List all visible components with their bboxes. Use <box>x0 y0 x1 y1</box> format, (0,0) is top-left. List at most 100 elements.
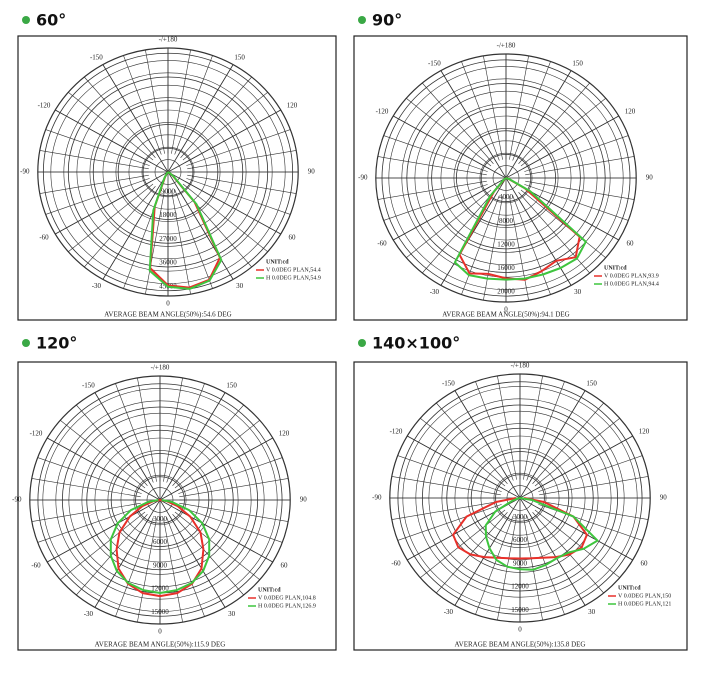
panel-frame <box>353 361 688 651</box>
unit-label: UNIT:cd <box>618 585 641 591</box>
spoke <box>166 517 205 617</box>
angle-tick-label: 90 <box>308 168 316 176</box>
intensity-curve <box>484 497 599 571</box>
spoke <box>539 476 649 496</box>
angle-tick-label: -90 <box>372 494 382 502</box>
chart-title: 120° <box>36 334 77 353</box>
legend-label: H 0.0DEG PLAN,94.4 <box>604 281 659 287</box>
spoke <box>397 455 502 492</box>
angle-tick-label: -30 <box>430 288 440 296</box>
angle-tick <box>94 499 161 608</box>
angle-tick-label: -120 <box>38 102 51 110</box>
angle-tick <box>55 109 169 173</box>
legend-label: H 0.0DEG PLAN,121 <box>618 601 671 607</box>
spoke <box>179 502 289 522</box>
angle-tick <box>159 499 273 563</box>
spoke <box>137 518 157 623</box>
angle-tick-label: 30 <box>588 608 596 616</box>
spoke <box>172 514 244 596</box>
bullet <box>22 339 30 347</box>
beam-angle-note: AVERAGE BEAM ANGLE(50%):94.1 DEG <box>442 311 569 319</box>
panel-frame <box>17 361 337 651</box>
chart-title: 140×100° <box>372 334 460 353</box>
angle-tick-label: 150 <box>586 379 597 387</box>
angle-tick <box>454 497 521 606</box>
angle-tick <box>440 177 507 286</box>
angle-tick-label: 150 <box>572 59 583 67</box>
angle-tick <box>102 171 169 280</box>
spoke <box>179 478 289 498</box>
spoke <box>60 420 146 489</box>
angle-tick-label: -30 <box>84 610 94 618</box>
angle-tick-label: -60 <box>377 240 387 248</box>
angle-tick <box>159 392 226 501</box>
angle-tick-label: 120 <box>287 102 298 110</box>
angle-tick <box>159 499 226 608</box>
spoke <box>37 457 142 494</box>
intensity-curve <box>458 177 581 281</box>
unit-label: UNIT:cd <box>266 259 289 265</box>
bullet <box>358 339 366 347</box>
spoke <box>534 418 620 487</box>
beam-angle-note: AVERAGE BEAM ANGLE(50%):135.8 DEG <box>455 641 586 649</box>
bullet <box>358 16 366 24</box>
angle-tick-label: 60 <box>641 560 649 568</box>
spoke <box>534 509 620 578</box>
angle-tick-label: 0 <box>166 300 170 308</box>
angle-tick-label: 120 <box>625 108 636 116</box>
spoke <box>422 82 494 164</box>
angle-tick-label: -30 <box>92 282 102 290</box>
angle-tick-label: -120 <box>376 108 389 116</box>
spoke <box>475 515 514 615</box>
spoke <box>163 518 183 623</box>
angle-tick-label: 90 <box>646 174 654 182</box>
panel-frame <box>353 35 688 321</box>
spoke <box>420 418 506 487</box>
intensity-curve <box>452 497 588 560</box>
spoke <box>76 514 148 596</box>
angle-tick-label: 150 <box>226 381 237 389</box>
spoke <box>172 404 244 486</box>
spoke <box>436 512 508 594</box>
angle-tick <box>159 437 273 501</box>
angle-tick-label: -90 <box>358 174 368 182</box>
angle-tick <box>519 497 633 561</box>
angle-tick <box>47 437 161 501</box>
angle-tick-label: -60 <box>31 562 41 570</box>
spoke <box>422 192 494 274</box>
intensity-curve <box>148 171 223 290</box>
angle-tick-label: -60 <box>39 234 49 242</box>
angle-tick-label: -150 <box>90 53 103 61</box>
spoke <box>115 383 154 483</box>
spoke <box>391 500 501 520</box>
angle-tick <box>167 109 281 173</box>
spoke <box>174 420 260 489</box>
angle-tick-label: 120 <box>279 430 290 438</box>
spoke <box>76 404 148 486</box>
angle-tick-label: -/+180 <box>151 364 170 372</box>
spoke <box>174 511 260 580</box>
angle-tick <box>454 390 521 499</box>
angle-tick <box>393 177 507 241</box>
spoke <box>31 478 141 498</box>
spoke <box>520 189 606 258</box>
intensity-curve <box>453 177 587 281</box>
angle-tick <box>47 499 161 563</box>
spoke <box>178 457 283 494</box>
angle-tick <box>102 64 169 173</box>
bullet <box>22 16 30 24</box>
unit-label: UNIT:cd <box>258 587 281 593</box>
spoke <box>420 509 506 578</box>
angle-tick <box>55 171 169 235</box>
angle-tick <box>519 497 586 606</box>
unit-label: UNIT:cd <box>604 265 627 271</box>
chart-title: 60° <box>36 11 66 30</box>
angle-tick <box>167 171 281 235</box>
angle-tick-label: 0 <box>158 628 162 636</box>
angle-tick-label: 60 <box>289 234 297 242</box>
angle-tick-label: 0 <box>518 626 522 634</box>
intensity-curve <box>109 499 211 594</box>
spoke <box>406 189 492 258</box>
angle-tick-label: 90 <box>660 494 668 502</box>
